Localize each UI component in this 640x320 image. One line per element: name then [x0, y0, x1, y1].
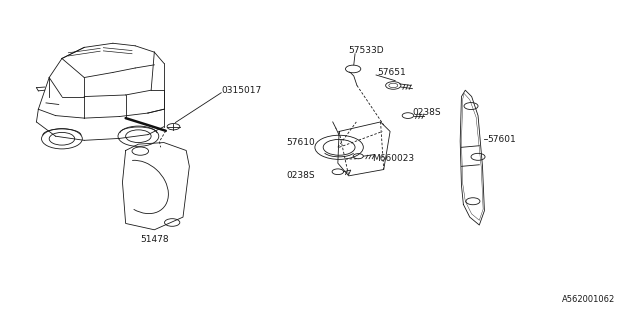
Text: A562001062: A562001062 — [562, 295, 616, 304]
Text: M660023: M660023 — [372, 154, 414, 163]
Text: 51478: 51478 — [140, 235, 168, 244]
Text: 0315017: 0315017 — [221, 86, 262, 95]
Text: 57651: 57651 — [378, 68, 406, 77]
Text: 57533D: 57533D — [349, 46, 384, 55]
Text: 57601: 57601 — [487, 135, 516, 144]
Text: 57610: 57610 — [286, 138, 315, 147]
Text: 0238S: 0238S — [286, 172, 315, 180]
Text: 0238S: 0238S — [412, 108, 441, 117]
